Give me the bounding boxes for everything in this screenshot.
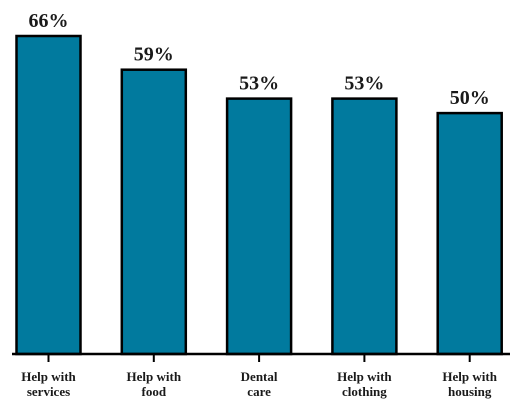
bar-3: [331, 97, 398, 356]
x-tick-label-3: Help with clothing: [337, 369, 392, 399]
x-tick-label-1: Help with food: [127, 369, 182, 399]
bar-2: [225, 97, 293, 356]
bar-value-label-3: 53%: [344, 73, 384, 95]
x-ticks-group: [47, 354, 471, 362]
bar-value-label-0: 66%: [29, 10, 69, 32]
x-tick-label-line: Help with: [21, 369, 76, 384]
bar-0: [15, 34, 82, 356]
value-labels-group: 66% 59% 53% 53% 50%: [29, 10, 490, 109]
x-tick-label-line: Help with: [442, 369, 497, 384]
x-tick-label-line: clothing: [342, 384, 387, 399]
bar-value-label-1: 59%: [134, 44, 174, 66]
x-tick-label-line: Dental: [241, 369, 278, 384]
x-tick-label-line: Help with: [337, 369, 392, 384]
x-tick-label-line: care: [247, 384, 271, 399]
x-tick-label-line: services: [27, 384, 70, 399]
bar-value-label-2: 53%: [239, 73, 279, 95]
x-tick-label-4: Help with housing: [442, 369, 497, 399]
bar-1: [120, 68, 188, 356]
bars-group: [15, 34, 503, 356]
x-tick-label-line: housing: [448, 384, 492, 399]
x-tick-label-0: Help with services: [21, 369, 76, 399]
x-tick-label-line: food: [142, 384, 167, 399]
bar-value-label-4: 50%: [450, 87, 490, 109]
bar-4: [436, 111, 503, 356]
x-tick-label-line: Help with: [127, 369, 182, 384]
x-tick-label-2: Dental care: [241, 369, 278, 399]
